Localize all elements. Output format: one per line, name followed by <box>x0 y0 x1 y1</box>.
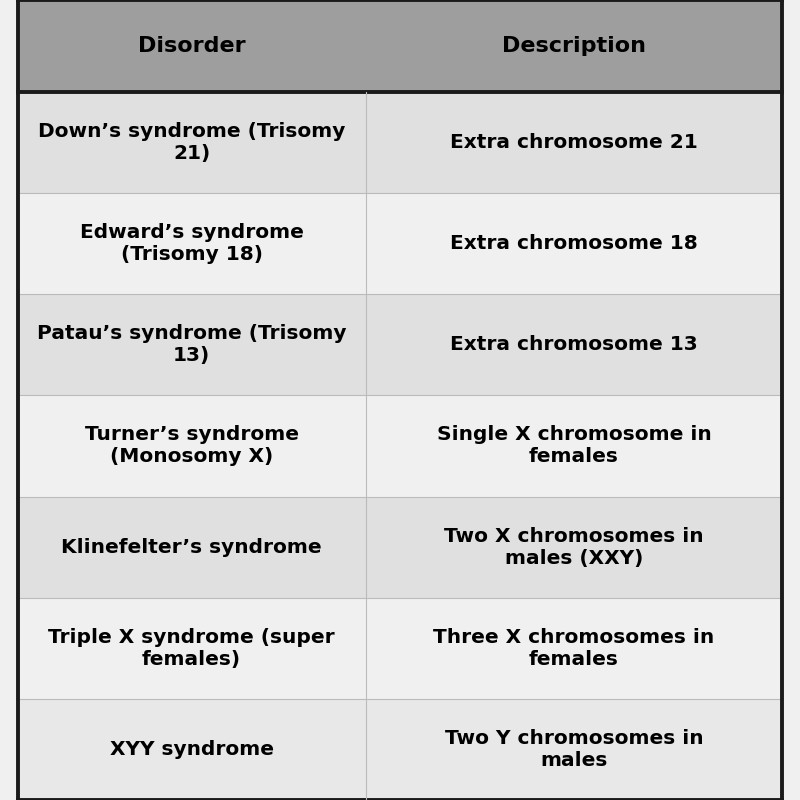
Text: Triple X syndrome (super
females): Triple X syndrome (super females) <box>48 628 335 669</box>
Bar <box>18 699 782 800</box>
Text: Turner’s syndrome
(Monosomy X): Turner’s syndrome (Monosomy X) <box>85 426 298 466</box>
Text: Two X chromosomes in
males (XXY): Two X chromosomes in males (XXY) <box>444 526 704 568</box>
Bar <box>18 294 782 395</box>
Text: Extra chromosome 18: Extra chromosome 18 <box>450 234 698 254</box>
Bar <box>18 92 782 193</box>
Text: XYY syndrome: XYY syndrome <box>110 740 274 759</box>
Text: Patau’s syndrome (Trisomy
13): Patau’s syndrome (Trisomy 13) <box>37 324 346 366</box>
Text: Edward’s syndrome
(Trisomy 18): Edward’s syndrome (Trisomy 18) <box>80 223 303 264</box>
Bar <box>18 497 782 598</box>
Text: Klinefelter’s syndrome: Klinefelter’s syndrome <box>62 538 322 557</box>
Text: Down’s syndrome (Trisomy
21): Down’s syndrome (Trisomy 21) <box>38 122 346 163</box>
Text: Three X chromosomes in
females: Three X chromosomes in females <box>434 628 714 669</box>
Text: Single X chromosome in
females: Single X chromosome in females <box>437 426 711 466</box>
Text: Disorder: Disorder <box>138 36 246 56</box>
Text: Extra chromosome 21: Extra chromosome 21 <box>450 133 698 152</box>
Bar <box>18 193 782 294</box>
Text: Extra chromosome 13: Extra chromosome 13 <box>450 335 698 354</box>
Bar <box>18 395 782 497</box>
Bar <box>18 0 782 92</box>
Text: Description: Description <box>502 36 646 56</box>
Bar <box>18 598 782 699</box>
Text: Two Y chromosomes in
males: Two Y chromosomes in males <box>445 729 703 770</box>
